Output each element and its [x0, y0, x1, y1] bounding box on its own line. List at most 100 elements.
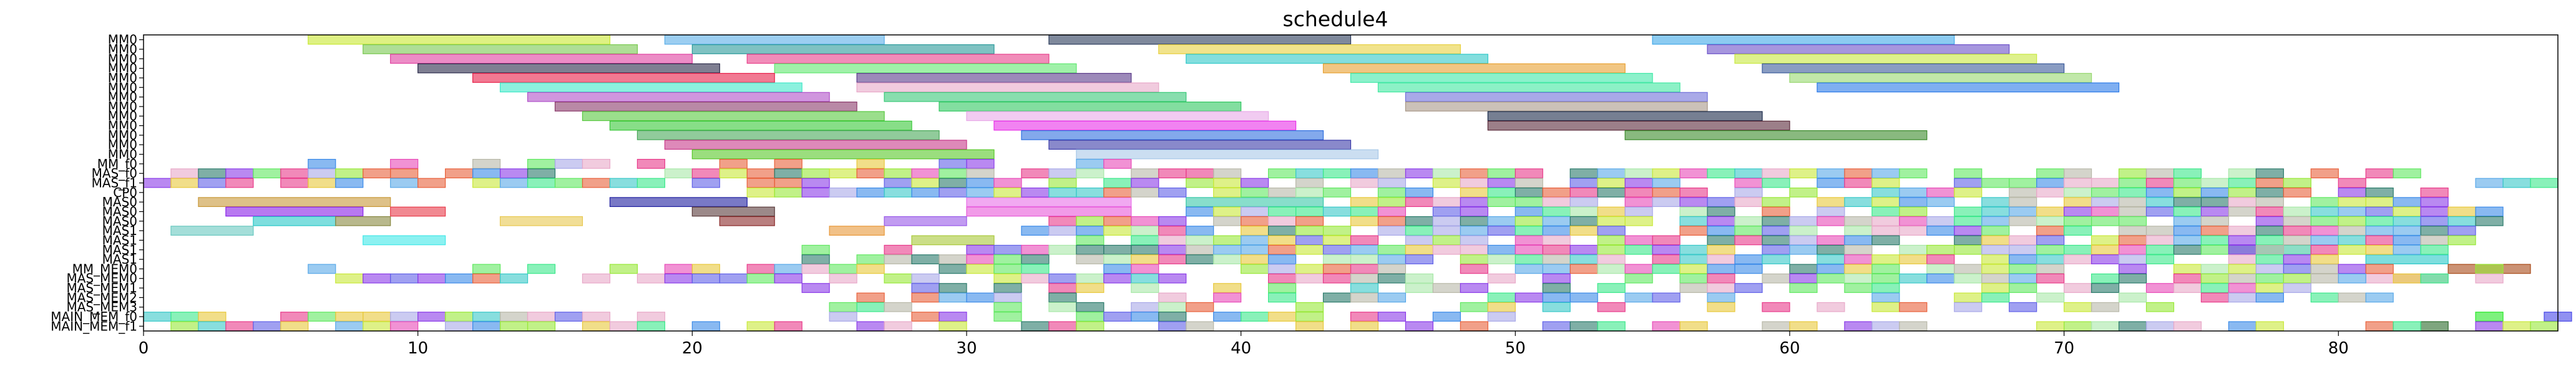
- task-bar: [2365, 168, 2394, 179]
- task-bar: [884, 254, 912, 264]
- task-bar: [1241, 216, 1269, 226]
- task-bar: [1899, 216, 1928, 226]
- task-bar: [1350, 321, 1379, 332]
- task-bar: [1241, 206, 1269, 217]
- task-bar: [1542, 283, 1571, 293]
- task-bar: [2173, 226, 2202, 236]
- task-bar: [2255, 197, 2284, 208]
- task-bar: [2283, 235, 2311, 246]
- task-bar: [2200, 216, 2230, 226]
- task-bar: [1981, 178, 2010, 188]
- task-bar: [253, 216, 336, 226]
- task-bar: [1350, 273, 1379, 284]
- task-bar: [1268, 283, 1297, 293]
- task-bar: [1569, 244, 1598, 255]
- task-bar: [1350, 73, 1653, 83]
- task-bar: [1954, 264, 1983, 274]
- task-bar: [1131, 254, 1159, 264]
- task-bar: [582, 178, 611, 188]
- task-bar: [746, 273, 775, 284]
- task-bar: [2200, 187, 2230, 198]
- task-bar: [1268, 244, 1297, 255]
- task-bar: [2283, 254, 2311, 264]
- task-bar: [1103, 178, 1132, 188]
- task-bar: [1515, 254, 1543, 264]
- task-bar: [1569, 178, 1598, 188]
- task-bar: [1542, 206, 1571, 217]
- task-bar: [1021, 130, 1324, 140]
- task-bar: [1103, 273, 1132, 284]
- task-bar: [1762, 254, 1790, 264]
- task-bar: [2447, 226, 2476, 236]
- task-bar: [1515, 197, 1543, 208]
- task-bar: [1322, 206, 1352, 217]
- task-bar: [1405, 226, 1433, 236]
- task-bar: [1487, 216, 1516, 226]
- task-bar: [1432, 244, 1461, 255]
- task-bar: [884, 321, 912, 332]
- task-bar: [1268, 312, 1297, 322]
- task-bar: [1103, 254, 1132, 264]
- task-bar: [1432, 206, 1461, 217]
- y-tick-label: MM0: [108, 90, 137, 105]
- y-axis: MM0MM0MM0MM0MM0MM0MM0MM0MM0MM0MM0MM0MM0M…: [51, 32, 144, 333]
- task-bar: [1131, 187, 1159, 198]
- y-tick-label: MM0: [108, 108, 137, 123]
- task-bar: [1734, 197, 1763, 208]
- task-bar: [884, 178, 912, 188]
- task-bar: [1624, 273, 1653, 284]
- task-bar: [1460, 197, 1488, 208]
- task-bar: [2310, 216, 2339, 226]
- task-bar: [1707, 226, 1735, 236]
- y-tick-label: MAS1: [102, 223, 137, 238]
- task-bar: [1405, 168, 1433, 179]
- task-bar: [445, 321, 474, 332]
- task-bar: [527, 264, 556, 274]
- task-bar: [1021, 226, 1050, 236]
- task-bar: [554, 158, 583, 169]
- task-bar: [2009, 197, 2037, 208]
- task-bar: [1131, 312, 1159, 322]
- task-bar: [1597, 264, 1626, 274]
- y-tick-label: MAS0: [102, 194, 137, 209]
- task-bar: [911, 235, 995, 246]
- task-bar: [2283, 216, 2311, 226]
- task-bar: [2145, 235, 2175, 246]
- task-bar: [2365, 292, 2394, 303]
- x-axis: 0 10 20 30 40 50 60 70 80: [139, 331, 2349, 358]
- task-bar: [1734, 168, 1763, 179]
- task-bar: [1487, 292, 1516, 303]
- task-bar: [2009, 283, 2037, 293]
- task-bar: [1158, 187, 1187, 198]
- task-bar: [1350, 312, 1379, 322]
- y-tick-label: MAS_MEM2: [66, 290, 137, 305]
- task-bar: [472, 273, 501, 284]
- task-bar: [2228, 273, 2256, 284]
- task-bar: [1762, 302, 1790, 312]
- y-tick-label: MAS_f0: [92, 166, 137, 181]
- task-bar: [1295, 216, 1324, 226]
- task-bar: [1186, 226, 1214, 236]
- task-bar: [2338, 292, 2366, 303]
- task-bar: [2310, 206, 2339, 217]
- task-bar: [1899, 187, 1928, 198]
- task-bar: [472, 73, 775, 83]
- task-bar: [1377, 312, 1407, 322]
- task-bar: [1048, 226, 1077, 236]
- task-bar: [2420, 244, 2449, 255]
- task-bar: [472, 312, 501, 322]
- task-bar: [1350, 197, 1379, 208]
- task-bar: [1679, 264, 1708, 274]
- task-bar: [2338, 187, 2366, 198]
- task-bar: [774, 187, 803, 198]
- task-bar: [2283, 264, 2311, 274]
- task-bar: [691, 321, 720, 332]
- task-bar: [1295, 187, 1324, 198]
- task-bar: [1542, 264, 1571, 274]
- task-bar: [1652, 254, 1681, 264]
- task-bar: [637, 273, 665, 284]
- y-tick-label: MAS_MEM1: [66, 280, 137, 295]
- y-tick-label: MM0: [108, 80, 137, 95]
- task-bar: [801, 187, 830, 198]
